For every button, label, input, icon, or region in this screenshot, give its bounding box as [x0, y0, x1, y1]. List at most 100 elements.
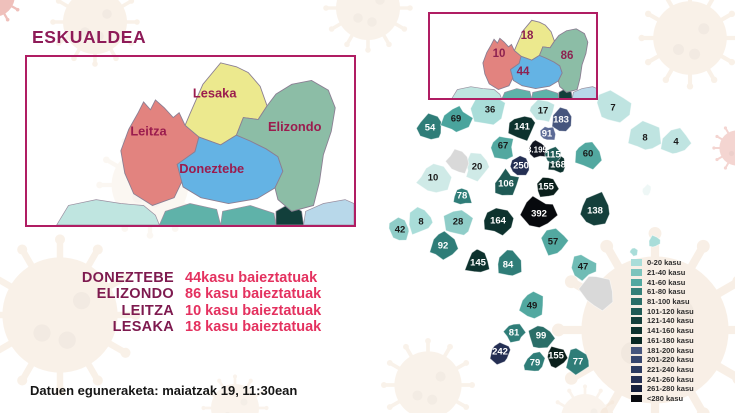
- legend-label: 81-100 kasu: [647, 297, 690, 307]
- map-region-label: 81: [509, 328, 520, 339]
- map-region: [540, 227, 570, 257]
- legend-label: 241-260 kasu: [647, 374, 694, 384]
- map-region-label: 155: [548, 351, 565, 362]
- inset-region-label-lesaka: Lesaka: [193, 86, 237, 101]
- mini-region-cases-leitza: 10: [493, 48, 506, 60]
- legend-label: 61-80 kasu: [647, 287, 686, 297]
- map-region: [483, 207, 515, 237]
- map-region-label: 164: [490, 216, 507, 227]
- legend-row: 121-140 kasu: [631, 316, 694, 326]
- map-region-label: 57: [548, 237, 559, 248]
- map-legend: 0-20 kasu 21-40 kasu 41-60 kasu 61-80 kasu 8…: [631, 258, 694, 403]
- legend-label: 121-140 kasu: [647, 316, 694, 326]
- map-region-label: 10: [428, 173, 439, 184]
- map-region-label: 106: [498, 179, 514, 190]
- map-region: [415, 112, 442, 140]
- mini-eskualdea-map: [451, 20, 597, 99]
- neighbor-region-polygon: [451, 87, 501, 99]
- legend-label: 141-160 kasu: [647, 326, 694, 336]
- map-region: [408, 206, 434, 236]
- map-region: [528, 139, 547, 159]
- map-region: [388, 216, 410, 241]
- legend-label: <280 kasu: [647, 393, 684, 403]
- map-region-label: 183: [553, 115, 569, 126]
- mini-region-cases-elizondo: 86: [561, 50, 574, 62]
- legend-swatch: [631, 307, 642, 315]
- legend-label: 261-280 kasu: [647, 384, 694, 394]
- update-note: Datuen eguneraketa: maiatzak 19, 11:30ea…: [30, 383, 298, 398]
- map-region: [489, 341, 511, 366]
- map-region: [641, 183, 652, 197]
- map-region: [519, 195, 559, 229]
- virus-icon: [638, 0, 735, 90]
- map-region-label: 8: [642, 133, 647, 144]
- map-region-label: 145: [470, 258, 487, 269]
- legend-row: 0-20 kasu: [631, 258, 694, 268]
- map-region: [551, 106, 573, 132]
- map-region: [439, 105, 474, 133]
- legend-label: 101-120 kasu: [647, 306, 694, 316]
- map-region: [544, 146, 562, 165]
- map-region-label: 115: [545, 150, 561, 161]
- map-region-label: 79: [530, 358, 541, 369]
- map-region: [443, 209, 474, 236]
- map-region: [452, 187, 473, 205]
- legend-row: 261-280 kasu: [631, 384, 694, 394]
- map-region: [444, 148, 470, 174]
- neighbor-region-polygon: [304, 200, 354, 225]
- case-stat-row: ELIZONDO 86 kasu baieztatuak: [28, 286, 373, 302]
- map-region-label: 168: [550, 160, 566, 171]
- legend-row: 141-160 kasu: [631, 326, 694, 336]
- map-region-label: 69: [451, 114, 462, 125]
- map-region-label: 99: [536, 331, 547, 342]
- legend-row: <280 kasu: [631, 394, 694, 404]
- map-region-label: 138: [587, 206, 603, 217]
- map-region: [527, 325, 556, 349]
- map-region-label: 4: [673, 137, 679, 148]
- map-region-label: 155: [538, 182, 555, 193]
- map-region: [507, 115, 536, 142]
- map-region: [536, 176, 560, 198]
- stat-region-name: LESAKA: [112, 319, 174, 336]
- map-region: [570, 254, 597, 282]
- map-region: [497, 249, 523, 277]
- region-polygon-elizondo: [539, 29, 587, 93]
- legend-label: 161-180 kasu: [647, 335, 694, 345]
- map-region: [627, 120, 662, 151]
- virus-icon: [712, 126, 735, 170]
- map-region-label: 78: [457, 191, 468, 202]
- legend-swatch: [631, 317, 642, 325]
- legend-row: 201-220 kasu: [631, 355, 694, 365]
- map-region-label: 20: [472, 162, 483, 173]
- legend-label: 201-220 kasu: [647, 355, 694, 365]
- virus-icon: [201, 374, 269, 413]
- legend-swatch: [631, 298, 642, 306]
- page-title: ESKUALDEA: [32, 27, 147, 47]
- map-region: [490, 135, 514, 161]
- stat-region-value: 18 kasu baieztatuak: [185, 319, 322, 336]
- virus-icon: [555, 384, 615, 413]
- map-region-label: 54: [425, 123, 436, 134]
- legend-row: 81-100 kasu: [631, 297, 694, 307]
- inset-region-label-leitza: Leitza: [130, 124, 167, 139]
- virus-icon: [50, 0, 140, 67]
- virus-icon: [380, 337, 476, 413]
- legend-row: 101-120 kasu: [631, 306, 694, 316]
- virus-icon: [323, 0, 413, 53]
- stat-region-name: ELIZONDO: [96, 286, 174, 303]
- legend-row: 21-40 kasu: [631, 268, 694, 278]
- map-region-label: 242: [492, 347, 508, 358]
- legend-label: 181-200 kasu: [647, 345, 694, 355]
- legend-row: 241-260 kasu: [631, 374, 694, 384]
- map-region: [415, 163, 453, 194]
- legend-swatch: [631, 375, 642, 383]
- map-region: [629, 247, 639, 257]
- legend-row: 221-240 kasu: [631, 365, 694, 375]
- legend-swatch: [631, 259, 642, 267]
- map-region: [660, 127, 693, 155]
- legend-swatch: [631, 288, 642, 296]
- map-region: [494, 167, 520, 196]
- map-region-label: 67: [498, 141, 509, 152]
- neighbor-region-polygon: [502, 89, 532, 99]
